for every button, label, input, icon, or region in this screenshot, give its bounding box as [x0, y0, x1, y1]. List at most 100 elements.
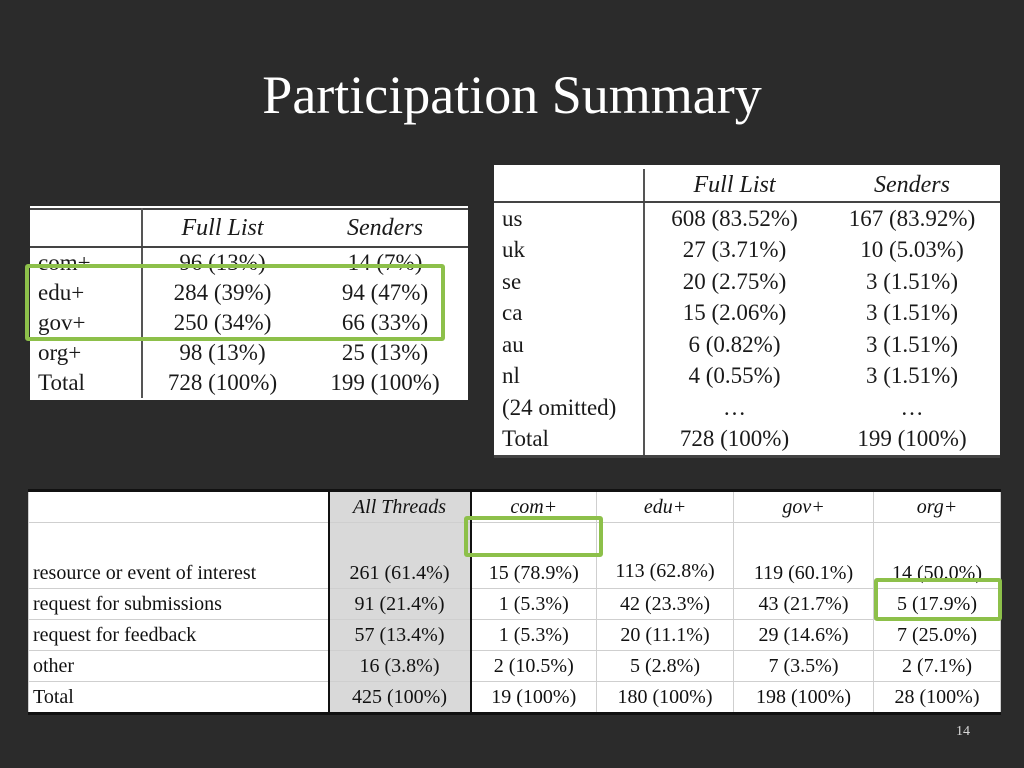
table-cell: 4 (0.55%) [688, 363, 781, 389]
header-cell: Full List [644, 169, 824, 203]
header-cell [30, 209, 143, 248]
table-cell: 728 (100%) [167, 370, 278, 395]
table-cell: 199 (100%) [824, 423, 1000, 458]
table-cell: 113 (62.8%) [596, 522, 734, 589]
table-cell: 250 (34%) [173, 310, 272, 335]
table-cell: 19 (100%) [470, 681, 597, 715]
header-cell [28, 489, 329, 523]
row-label: com+ [30, 247, 143, 278]
table-row: se 20 (2.75%) 3 (1.51%) [494, 266, 1000, 298]
domain-table-header: Full List Senders [30, 209, 468, 248]
table-cell: 10 (5.03%) [860, 237, 964, 263]
table-row: Total 728 (100%) 199 (100%) [494, 423, 1000, 458]
domain-table-panel: Full List Senders com+ 96 (13%) 14 (7%) … [30, 206, 468, 400]
table-cell: 199 (100%) [330, 370, 440, 395]
page-number: 14 [956, 724, 970, 739]
table-cell: 3 (1.51%) [866, 268, 958, 294]
header-cell: org+ [873, 489, 1001, 523]
table-cell: 1 (5.3%) [470, 588, 597, 620]
table-cell: 16 (3.8%) [327, 650, 472, 682]
table-cell: 14 (7%) [347, 250, 423, 275]
header-cell: edu+ [596, 489, 734, 523]
header-cell: Senders [302, 209, 468, 248]
table-cell: 198 (100%) [733, 681, 874, 715]
row-label: se [494, 266, 645, 298]
table-cell: 96 (13%) [179, 250, 266, 275]
table-cell: 7 (25.0%) [873, 619, 1001, 651]
row-label: edu+ [30, 278, 143, 308]
table-cell: 119 (60.1%) [733, 522, 874, 589]
table-row: request for submissions 91 (21.4%) 1 (5.… [28, 588, 1001, 620]
domain-table: Full List Senders com+ 96 (13%) 14 (7%) … [30, 208, 468, 398]
header-cell: Full List [142, 209, 302, 248]
country-table-header: Full List Senders [494, 169, 1000, 203]
table-row: other 16 (3.8%) 2 (10.5%) 5 (2.8%) 7 (3.… [28, 650, 1001, 682]
header-cell: All Threads [327, 489, 472, 523]
table-cell: 167 (83.92%) [848, 205, 976, 231]
table-cell: 284 (39%) [173, 280, 272, 305]
table-cell: 261 (61.4%) [327, 522, 472, 589]
table-cell: 98 (13%) [179, 340, 266, 365]
table-cell: 42 (23.3%) [596, 588, 734, 620]
row-label: us [494, 202, 645, 235]
table-cell: 25 (13%) [341, 340, 429, 365]
table-cell: 180 (100%) [596, 681, 734, 715]
country-table: Full List Senders us 608 (83.52%) 167 (8… [494, 169, 1000, 458]
table-row: uk 27 (3.71%) 10 (5.03%) [494, 234, 1000, 266]
table-row: Total 728 (100%) 199 (100%) [30, 368, 468, 398]
table-cell: 15 (2.06%) [682, 300, 787, 326]
header-cell: com+ [470, 489, 597, 523]
table-row: (24 omitted) … … [494, 392, 1000, 424]
table-cell: 7 (3.5%) [733, 650, 874, 682]
row-label: gov+ [30, 308, 143, 338]
table-cell: 20 (2.75%) [682, 268, 787, 294]
table-cell: 29 (14.6%) [733, 619, 874, 651]
table-row: request for feedback 57 (13.4%) 1 (5.3%)… [28, 619, 1001, 651]
thread-table-header: All Threads com+ edu+ gov+ org+ [28, 489, 1001, 523]
table-cell: 728 (100%) [644, 423, 824, 458]
table-cell: 66 (33%) [341, 310, 429, 335]
header-cell: gov+ [733, 489, 874, 523]
thread-category-table: All Threads com+ edu+ gov+ org+ resource… [28, 489, 1001, 715]
row-label: request for submissions [28, 588, 329, 620]
country-table-panel: Full List Senders us 608 (83.52%) 167 (8… [494, 165, 1000, 458]
table-cell: 5 (2.8%) [596, 650, 734, 682]
row-label: other [28, 650, 329, 682]
slide-title: Participation Summary [262, 65, 762, 125]
table-cell: 6 (0.82%) [688, 331, 781, 357]
table-row: com+ 96 (13%) 14 (7%) [30, 247, 468, 278]
table-row: nl 4 (0.55%) 3 (1.51%) [494, 360, 1000, 392]
table-cell: 43 (21.7%) [733, 588, 874, 620]
table-row: edu+ 284 (39%) 94 (47%) [30, 278, 468, 308]
table-cell: 608 (83.52%) [671, 205, 798, 231]
row-label: Total [30, 368, 143, 398]
table-row: Total 425 (100%) 19 (100%) 180 (100%) 19… [28, 681, 1001, 715]
row-label: Total [28, 681, 329, 715]
table-cell: 5 (17.9%) [873, 588, 1001, 620]
row-label: resource or event of interest [28, 522, 329, 589]
table-cell: 20 (11.1%) [596, 619, 734, 651]
table-cell: 2 (7.1%) [873, 650, 1001, 682]
table-row: org+ 98 (13%) 25 (13%) [30, 338, 468, 368]
table-cell: 15 (78.9%) [470, 522, 597, 589]
table-cell: 91 (21.4%) [327, 588, 472, 620]
table-cell: … [900, 394, 924, 420]
row-label: ca [494, 297, 645, 329]
header-cell: Senders [824, 169, 1000, 203]
table-cell: 3 (1.51%) [866, 331, 958, 357]
header-cell [494, 169, 645, 203]
table-row: us 608 (83.52%) 167 (83.92%) [494, 202, 1000, 235]
table-cell: 2 (10.5%) [470, 650, 597, 682]
row-label: Total [494, 423, 645, 458]
table-row: gov+ 250 (34%) 66 (33%) [30, 308, 468, 338]
row-label: nl [494, 360, 645, 392]
table-cell: 94 (47%) [341, 280, 429, 305]
table-row: au 6 (0.82%) 3 (1.51%) [494, 329, 1000, 361]
table-cell: 28 (100%) [873, 681, 1001, 715]
row-label: uk [494, 234, 645, 266]
row-label: request for feedback [28, 619, 329, 651]
table-cell: 1 (5.3%) [470, 619, 597, 651]
table-cell: 3 (1.51%) [866, 300, 958, 326]
table-row: ca 15 (2.06%) 3 (1.51%) [494, 297, 1000, 329]
table-cell: 27 (3.71%) [682, 237, 787, 263]
